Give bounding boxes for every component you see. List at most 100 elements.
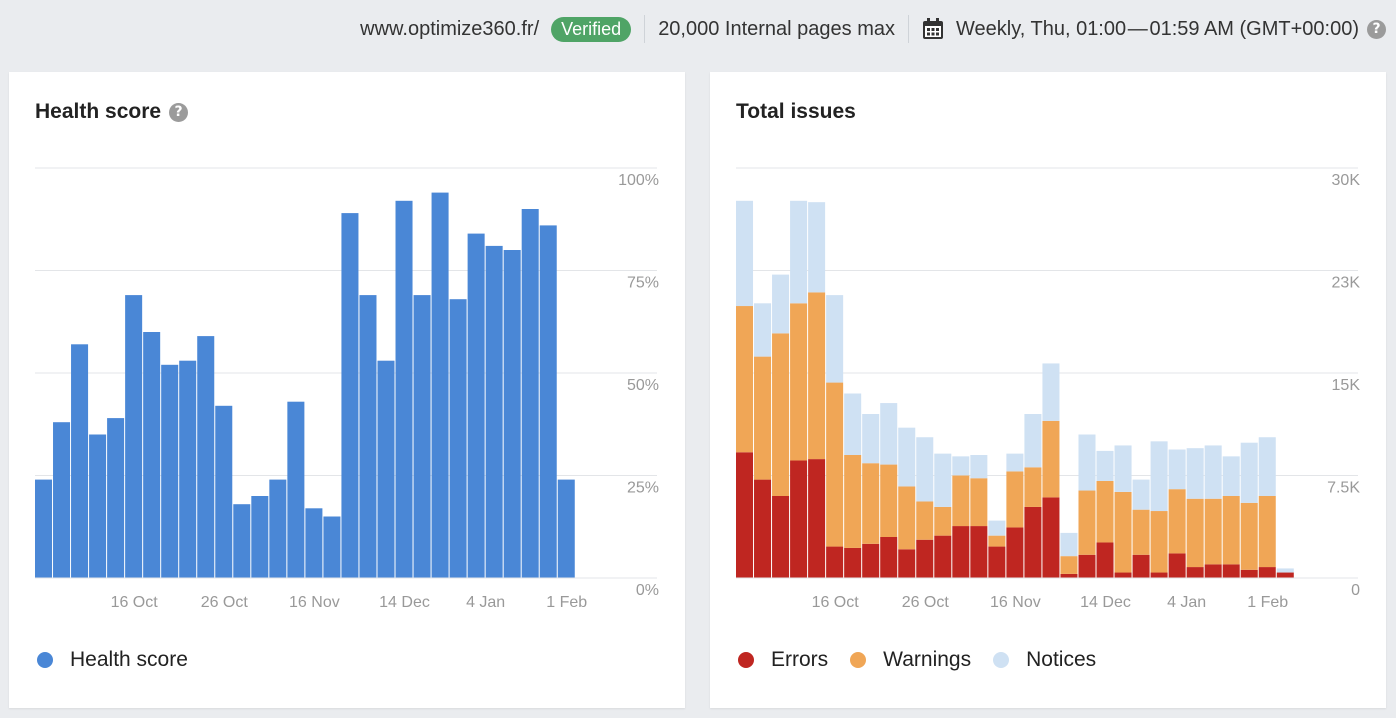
issues-bar-warnings[interactable] <box>898 486 916 550</box>
issues-bar-warnings[interactable] <box>916 501 934 540</box>
health-bar-health-score[interactable] <box>431 192 449 578</box>
health-bar-health-score[interactable] <box>539 225 557 578</box>
issues-bar-warnings[interactable] <box>754 356 772 480</box>
issues-bar-errors[interactable] <box>1096 542 1114 578</box>
issues-bar-warnings[interactable] <box>1186 498 1204 568</box>
health-bar-health-score[interactable] <box>395 200 413 579</box>
legend-item-notices[interactable]: Notices <box>993 648 1096 672</box>
issues-bar-errors[interactable] <box>1168 553 1186 578</box>
issues-bar-warnings[interactable] <box>1078 490 1096 555</box>
health-bar-health-score[interactable] <box>341 213 359 578</box>
issues-bar-warnings[interactable] <box>988 535 1006 547</box>
health-bar-health-score[interactable] <box>557 479 575 578</box>
issues-bar-warnings[interactable] <box>736 306 754 453</box>
issues-bar-warnings[interactable] <box>1258 496 1276 568</box>
issues-bar-notices[interactable] <box>880 403 898 465</box>
issues-bar-notices[interactable] <box>916 437 934 502</box>
issues-bar-warnings[interactable] <box>862 463 880 544</box>
issues-bar-warnings[interactable] <box>808 292 826 460</box>
issues-bar-notices[interactable] <box>790 200 808 304</box>
issues-bar-warnings[interactable] <box>790 303 808 461</box>
issues-bar-notices[interactable] <box>988 520 1006 536</box>
issues-bar-errors[interactable] <box>988 546 1006 578</box>
issues-bar-notices[interactable] <box>1222 456 1240 496</box>
issues-bar-errors[interactable] <box>862 543 880 578</box>
issues-bar-notices[interactable] <box>1204 445 1222 499</box>
issues-bar-errors[interactable] <box>970 526 988 578</box>
issues-bar-errors[interactable] <box>1240 569 1258 578</box>
issues-bar-warnings[interactable] <box>1204 498 1222 565</box>
health-bar-health-score[interactable] <box>53 422 71 578</box>
legend-item-warnings[interactable]: Warnings <box>850 648 971 672</box>
health-bar-health-score[interactable] <box>305 508 323 578</box>
issues-bar-warnings[interactable] <box>934 506 952 536</box>
issues-bar-warnings[interactable] <box>1240 502 1258 570</box>
issues-bar-warnings[interactable] <box>1006 471 1024 528</box>
issues-bar-warnings[interactable] <box>1024 467 1042 507</box>
issues-bar-notices[interactable] <box>1024 414 1042 468</box>
issues-bar-errors[interactable] <box>844 547 862 578</box>
issues-bar-warnings[interactable] <box>880 464 898 537</box>
health-bar-health-score[interactable] <box>413 295 431 578</box>
issues-bar-notices[interactable] <box>1132 479 1150 510</box>
health-bar-health-score[interactable] <box>521 209 539 578</box>
issues-bar-errors[interactable] <box>826 546 844 578</box>
issues-bar-warnings[interactable] <box>1060 556 1078 574</box>
issues-bar-errors[interactable] <box>880 537 898 578</box>
issues-bar-notices[interactable] <box>952 456 970 476</box>
issues-bar-warnings[interactable] <box>1222 496 1240 565</box>
issues-bar-notices[interactable] <box>826 295 844 383</box>
health-bar-health-score[interactable] <box>161 364 179 578</box>
issues-bar-errors[interactable] <box>790 460 808 578</box>
issues-bar-errors[interactable] <box>1024 506 1042 578</box>
health-bar-health-score[interactable] <box>269 479 287 578</box>
issues-bar-errors[interactable] <box>952 526 970 578</box>
issues-bar-warnings[interactable] <box>952 475 970 527</box>
issues-bar-errors[interactable] <box>898 549 916 578</box>
issues-bar-notices[interactable] <box>754 303 772 357</box>
issues-bar-errors[interactable] <box>1006 527 1024 578</box>
issues-bar-warnings[interactable] <box>1114 491 1132 573</box>
health-bar-health-score[interactable] <box>125 295 143 578</box>
health-bar-health-score[interactable] <box>179 360 197 578</box>
issues-bar-errors[interactable] <box>808 459 826 578</box>
site-domain[interactable]: www.optimize360.fr/ <box>360 17 540 40</box>
issues-bar-errors[interactable] <box>754 479 772 578</box>
issues-bar-notices[interactable] <box>1078 434 1096 491</box>
health-bar-health-score[interactable] <box>485 245 503 578</box>
issues-bar-notices[interactable] <box>772 274 790 334</box>
issues-bar-errors[interactable] <box>1060 573 1078 578</box>
health-bar-health-score[interactable] <box>89 434 107 579</box>
issues-bar-notices[interactable] <box>1168 449 1186 490</box>
issues-bar-errors[interactable] <box>1204 564 1222 578</box>
issues-bar-errors[interactable] <box>1150 572 1168 578</box>
issues-bar-errors[interactable] <box>934 535 952 578</box>
legend-item-errors[interactable]: Errors <box>738 648 828 672</box>
health-bar-health-score[interactable] <box>215 405 233 578</box>
issues-bar-errors[interactable] <box>916 539 934 578</box>
issues-bar-warnings[interactable] <box>1132 509 1150 555</box>
issues-bar-errors[interactable] <box>1258 567 1276 578</box>
issues-bar-errors[interactable] <box>772 496 790 578</box>
legend-item-health-score[interactable]: Health score <box>37 648 188 672</box>
health-bar-health-score[interactable] <box>359 295 377 578</box>
issues-bar-notices[interactable] <box>934 453 952 507</box>
issues-bar-errors[interactable] <box>1222 564 1240 578</box>
issues-bar-notices[interactable] <box>1042 363 1060 421</box>
health-bar-health-score[interactable] <box>449 299 467 578</box>
health-bar-health-score[interactable] <box>233 504 251 578</box>
issues-bar-notices[interactable] <box>1150 441 1168 512</box>
issues-bar-notices[interactable] <box>736 200 754 307</box>
issues-bar-warnings[interactable] <box>1096 480 1114 543</box>
issues-bar-notices[interactable] <box>1114 445 1132 492</box>
help-icon[interactable]: ? <box>1367 19 1386 39</box>
help-icon[interactable]: ? <box>169 102 189 122</box>
health-bar-health-score[interactable] <box>71 344 89 578</box>
issues-bar-notices[interactable] <box>1096 450 1114 481</box>
health-bar-health-score[interactable] <box>287 401 305 578</box>
issues-bar-notices[interactable] <box>1060 532 1078 557</box>
issues-bar-notices[interactable] <box>808 202 826 293</box>
issues-bar-notices[interactable] <box>844 393 862 456</box>
issues-bar-warnings[interactable] <box>1042 420 1060 498</box>
health-bar-health-score[interactable] <box>503 250 521 578</box>
